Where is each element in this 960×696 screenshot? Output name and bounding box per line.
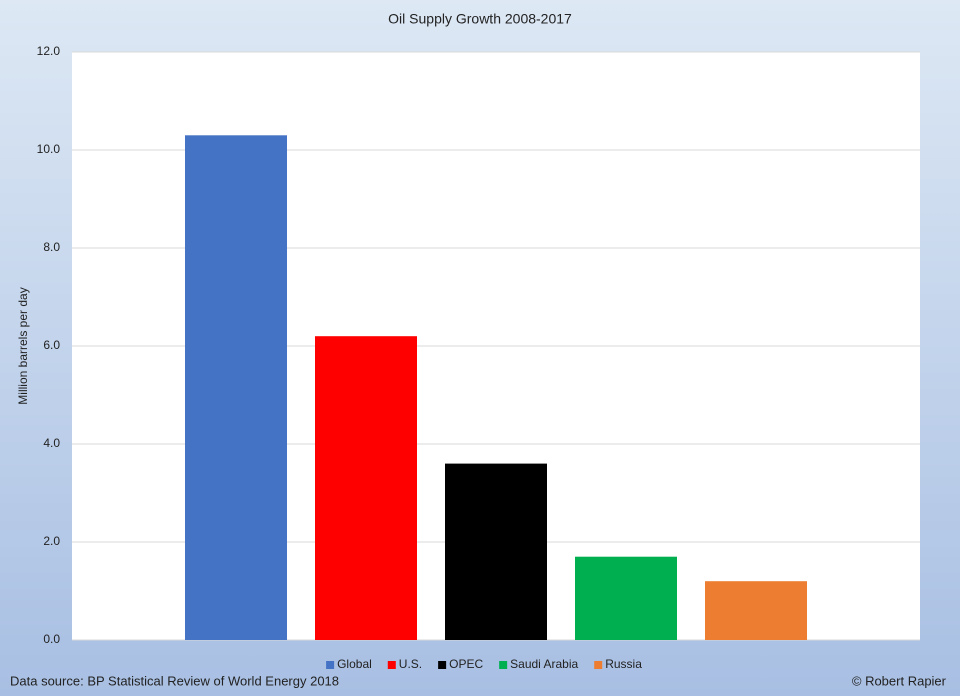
bar [185, 135, 287, 641]
y-axis-label: Million barrels per day [16, 287, 30, 404]
y-tick-label: 0.0 [43, 632, 60, 646]
y-tick-label: 8.0 [43, 240, 60, 254]
legend-label: Russia [605, 657, 642, 671]
y-tick-label: 10.0 [37, 142, 61, 156]
bar [315, 336, 417, 640]
y-tick-label: 6.0 [43, 338, 60, 352]
bar [575, 556, 677, 640]
bar [445, 463, 547, 640]
legend-label: OPEC [449, 657, 483, 671]
legend-label: Saudi Arabia [510, 657, 578, 671]
credit: © Robert Rapier [852, 673, 947, 688]
legend-label: U.S. [399, 657, 422, 671]
legend-swatch [594, 661, 603, 669]
y-tick-label: 4.0 [43, 436, 60, 450]
legend-swatch [438, 661, 447, 669]
y-tick-label: 2.0 [43, 534, 60, 548]
chart-title: Oil Supply Growth 2008-2017 [388, 11, 572, 27]
legend-swatch [387, 661, 396, 669]
y-tick-label: 12.0 [37, 44, 61, 58]
bar [705, 581, 807, 640]
legend-swatch [326, 661, 335, 669]
source-note: Data source: BP Statistical Review of Wo… [10, 673, 339, 688]
legend-label: Global [337, 657, 372, 671]
legend-swatch [499, 661, 508, 669]
legend: Global U.S. OPEC Saudi Arabia Russia [326, 657, 642, 671]
